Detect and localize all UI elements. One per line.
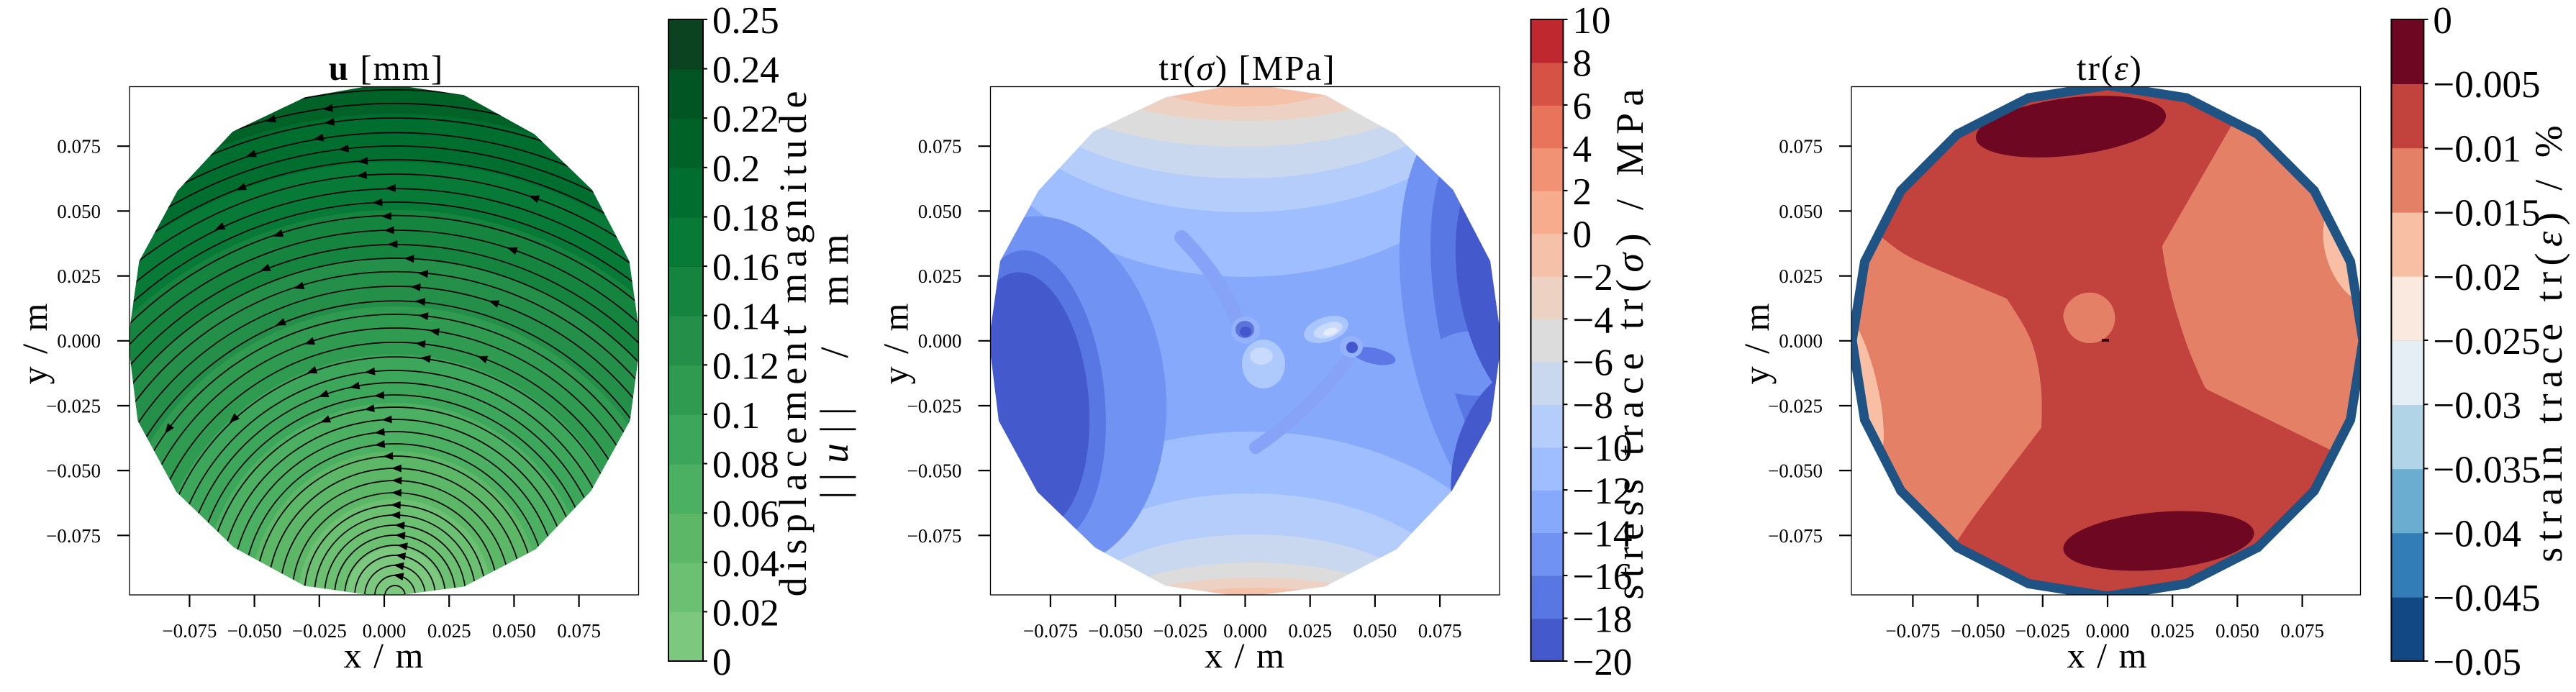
- svg-text:0.025: 0.025: [2151, 620, 2195, 642]
- svg-text:−0.025: −0.025: [1153, 620, 1207, 642]
- svg-text:0.000: 0.000: [57, 330, 101, 352]
- svg-text:−14: −14: [1573, 514, 1633, 555]
- svg-text:−8: −8: [1573, 385, 1613, 427]
- svg-text:||u||: ||u||: [812, 397, 856, 499]
- svg-text:−16: −16: [1573, 556, 1633, 598]
- svg-text:0.025: 0.025: [1288, 620, 1332, 642]
- svg-text:0: 0: [712, 642, 732, 683]
- svg-text:−0.02: −0.02: [2433, 257, 2521, 299]
- svg-text:0.075: 0.075: [1779, 136, 1823, 158]
- svg-text:0.000: 0.000: [363, 620, 407, 642]
- svg-text:−0.050: −0.050: [227, 620, 282, 642]
- svg-text:−0.075: −0.075: [1885, 620, 1940, 642]
- svg-text:−0.025: −0.025: [1768, 396, 1823, 417]
- svg-text:−12: −12: [1573, 470, 1633, 512]
- svg-text:−0.075: −0.075: [1768, 525, 1823, 547]
- svg-text:4: 4: [1573, 128, 1592, 170]
- svg-text:0.075: 0.075: [1418, 620, 1462, 642]
- svg-text:0.16: 0.16: [712, 247, 779, 288]
- svg-text:−0.075: −0.075: [1023, 620, 1078, 642]
- svg-text:−0.075: −0.075: [907, 525, 962, 547]
- svg-text:−0.03: −0.03: [2433, 385, 2521, 427]
- svg-text:0.2: 0.2: [712, 148, 760, 190]
- svg-text:0.04: 0.04: [712, 543, 779, 585]
- svg-text:6: 6: [1573, 86, 1592, 127]
- svg-text:−6: −6: [1573, 342, 1613, 384]
- svg-text:0.24: 0.24: [712, 50, 779, 91]
- svg-text:0.06: 0.06: [712, 493, 779, 535]
- svg-text:−10: −10: [1573, 428, 1633, 470]
- svg-text:0.02: 0.02: [712, 592, 779, 634]
- svg-text:0.000: 0.000: [1779, 330, 1823, 352]
- svg-text:−0.050: −0.050: [1951, 620, 2005, 642]
- svg-text:−0.025: −0.025: [907, 396, 962, 417]
- svg-text:u [mm]: u [mm]: [329, 48, 444, 88]
- svg-text:0.075: 0.075: [918, 136, 962, 158]
- svg-text:−0.005: −0.005: [2433, 64, 2540, 106]
- svg-text:0.050: 0.050: [1353, 620, 1397, 642]
- svg-text:0.08: 0.08: [712, 445, 779, 486]
- svg-text:0.075: 0.075: [2280, 620, 2324, 642]
- svg-text:0.000: 0.000: [918, 330, 962, 352]
- svg-text:strain trace tr(ε) / %: strain trace tr(ε) / %: [2527, 119, 2570, 563]
- svg-text:y / m: y / m: [876, 301, 916, 384]
- svg-text:−0.04: −0.04: [2433, 514, 2521, 555]
- svg-text:0.075: 0.075: [57, 136, 101, 158]
- svg-text:−0.075: −0.075: [46, 525, 101, 547]
- svg-text:0: 0: [1573, 214, 1592, 255]
- svg-text:0.18: 0.18: [712, 198, 779, 240]
- svg-text:0.14: 0.14: [712, 296, 779, 338]
- svg-text:0.025: 0.025: [427, 620, 471, 642]
- svg-text:−18: −18: [1573, 599, 1633, 641]
- svg-text:−0.025: −0.025: [2433, 321, 2540, 363]
- svg-text:−0.050: −0.050: [1768, 460, 1823, 482]
- svg-text:0.22: 0.22: [712, 99, 779, 140]
- svg-text:0.025: 0.025: [57, 265, 101, 287]
- svg-text:−0.050: −0.050: [907, 460, 962, 482]
- svg-text:8: 8: [1573, 43, 1592, 85]
- svg-text:/: /: [812, 347, 856, 358]
- svg-text:−0.025: −0.025: [46, 396, 101, 417]
- svg-text:0.1: 0.1: [712, 395, 760, 437]
- svg-text:−0.015: −0.015: [2433, 193, 2540, 235]
- svg-text:−2: −2: [1573, 257, 1613, 299]
- svg-text:0.075: 0.075: [557, 620, 601, 642]
- svg-text:0.000: 0.000: [1223, 620, 1267, 642]
- svg-text:−0.05: −0.05: [2433, 642, 2521, 683]
- svg-text:−0.045: −0.045: [2433, 578, 2540, 619]
- svg-text:tr(ε): tr(ε): [2077, 48, 2143, 88]
- svg-text:0: 0: [2433, 0, 2452, 42]
- svg-text:−0.075: −0.075: [162, 620, 217, 642]
- svg-text:0.050: 0.050: [492, 620, 536, 642]
- svg-text:y / m: y / m: [14, 301, 55, 384]
- svg-text:−0.035: −0.035: [2433, 449, 2540, 491]
- svg-text:mm: mm: [812, 224, 856, 306]
- svg-text:10: 10: [1573, 0, 1611, 42]
- svg-text:0.25: 0.25: [712, 0, 779, 42]
- svg-text:x / m: x / m: [344, 635, 425, 675]
- svg-text:0.050: 0.050: [1779, 201, 1823, 222]
- svg-text:−20: −20: [1573, 642, 1633, 683]
- svg-text:x / m: x / m: [2067, 635, 2149, 675]
- svg-text:tr(σ) [MPa]: tr(σ) [MPa]: [1158, 48, 1335, 88]
- svg-text:y / m: y / m: [1736, 301, 1777, 384]
- svg-text:0.025: 0.025: [1779, 265, 1823, 287]
- svg-text:0.025: 0.025: [918, 265, 962, 287]
- svg-text:0.12: 0.12: [712, 345, 779, 387]
- svg-text:x / m: x / m: [1205, 635, 1286, 675]
- svg-text:−0.01: −0.01: [2433, 128, 2521, 170]
- svg-text:2: 2: [1573, 171, 1592, 213]
- svg-text:−0.050: −0.050: [1088, 620, 1143, 642]
- svg-text:0.050: 0.050: [2216, 620, 2259, 642]
- svg-text:−0.025: −0.025: [292, 620, 347, 642]
- svg-text:0.000: 0.000: [2086, 620, 2130, 642]
- svg-text:−4: −4: [1573, 299, 1613, 341]
- svg-text:0.050: 0.050: [918, 201, 962, 222]
- svg-text:−0.025: −0.025: [2015, 620, 2070, 642]
- svg-text:displacement magnitude: displacement magnitude: [771, 85, 815, 596]
- svg-text:0.050: 0.050: [57, 201, 101, 222]
- svg-text:−0.050: −0.050: [46, 460, 101, 482]
- svg-text:stress trace tr(σ) / MPa: stress trace tr(σ) / MPa: [1608, 82, 1651, 600]
